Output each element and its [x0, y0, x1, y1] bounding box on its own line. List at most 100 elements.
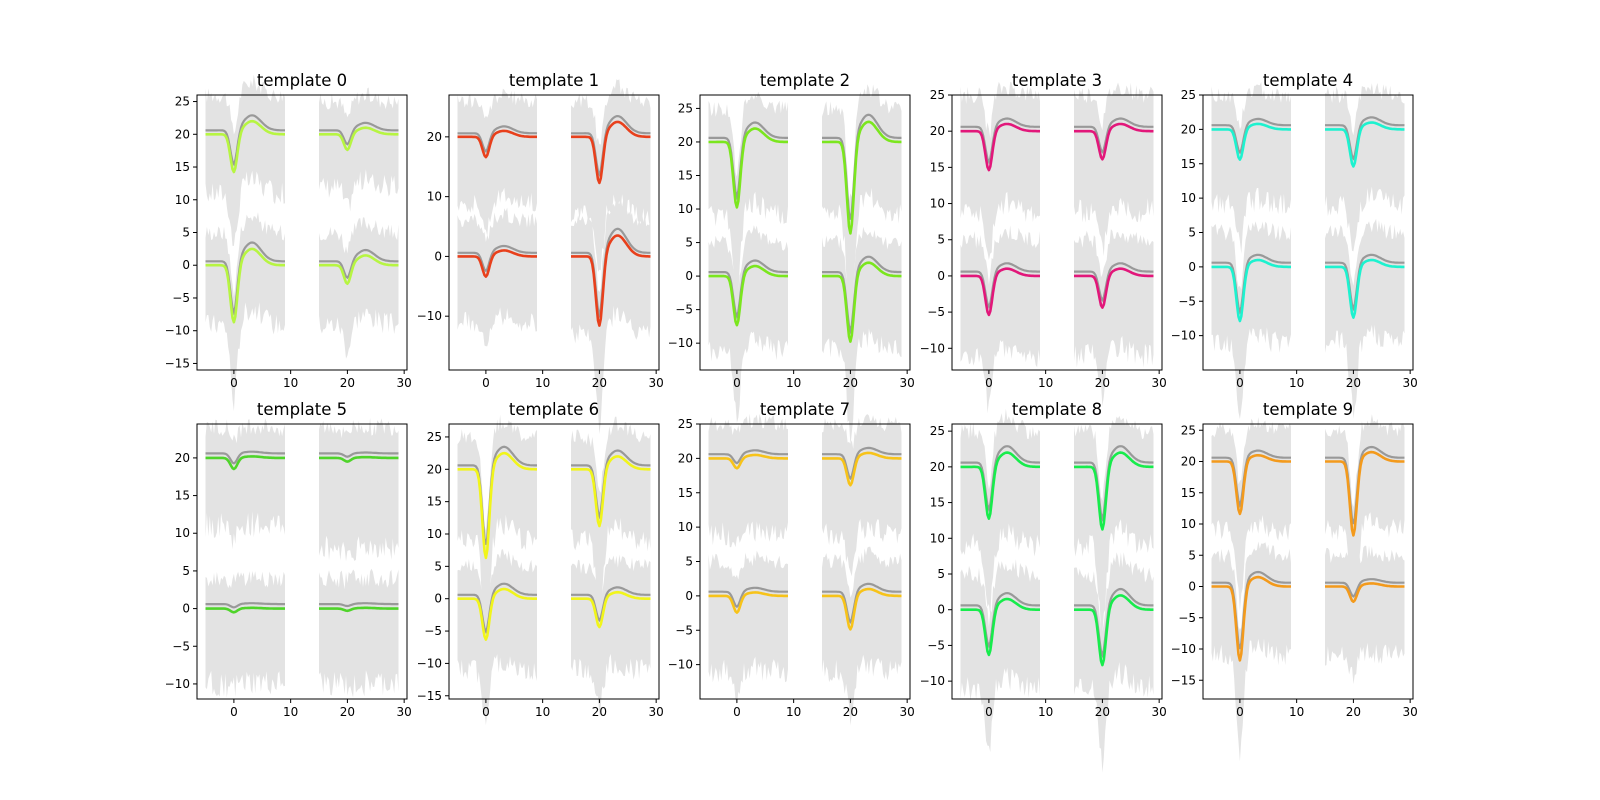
- y-tick-label: 20: [175, 451, 190, 465]
- x-tick-label: 30: [1152, 376, 1167, 390]
- y-tick-label: 20: [678, 451, 693, 465]
- mean-line-ch3: [319, 602, 399, 608]
- spread-band-ch3: [1325, 545, 1405, 685]
- x-tick-label: 30: [649, 705, 664, 719]
- y-tick-label: −5: [927, 305, 945, 319]
- axes-frame: [1202, 423, 1414, 700]
- subplot-3: template 3 0 10 20 30 −10 −5 0 5 10 15 20 25: [920, 71, 1167, 414]
- axes-frame: [448, 94, 660, 371]
- y-tick-label: 15: [175, 160, 190, 174]
- mean-line-ch3: [1074, 262, 1154, 303]
- spread-band-ch2: [1211, 221, 1291, 419]
- y-tick-label: 0: [434, 592, 442, 606]
- y-tick-label: −10: [417, 309, 442, 323]
- mean-line-ch3: [571, 227, 651, 319]
- x-tick-label: 10: [283, 705, 298, 719]
- spread-band-ch2: [205, 571, 285, 698]
- x-tick-label: 10: [535, 705, 550, 719]
- panel-title: template 5: [257, 400, 347, 419]
- template-line-ch1: [822, 120, 902, 235]
- y-tick-label: 25: [930, 88, 945, 102]
- y-tick-label: 20: [427, 462, 442, 476]
- spread-band-ch2: [457, 549, 537, 726]
- y-tick-label: 0: [937, 269, 945, 283]
- x-tick-label: 30: [1403, 705, 1418, 719]
- mean-line-ch0: [205, 114, 285, 167]
- x-tick-label: 10: [535, 376, 550, 390]
- mean-line-ch2: [708, 586, 788, 609]
- y-tick-label: 25: [1181, 88, 1196, 102]
- mean-line-ch1: [319, 451, 399, 458]
- y-tick-label: 10: [427, 190, 442, 204]
- subplot-2: template 2 0 10 20 30 −10 −5 0 5 10 15 20 25: [668, 71, 915, 446]
- y-tick-label: 20: [930, 460, 945, 474]
- y-tick-label: 20: [678, 135, 693, 149]
- panel-title: template 0: [257, 71, 347, 90]
- axes-frame: [951, 94, 1163, 371]
- template-line-ch3: [319, 254, 399, 286]
- subplot-4: template 4 0 10 20 30 −10 −5 0 5 10 15 20 25: [1171, 71, 1418, 419]
- spread-band-ch3: [319, 217, 399, 359]
- panel-title: template 9: [1263, 400, 1353, 419]
- y-tick-label: 10: [930, 531, 945, 545]
- x-tick-label: 0: [985, 376, 993, 390]
- x-tick-label: 0: [1236, 376, 1244, 390]
- template-line-ch0: [960, 122, 1040, 172]
- template-line-ch3: [822, 261, 902, 343]
- template-line-ch0: [457, 451, 537, 560]
- mean-line-ch3: [822, 255, 902, 335]
- y-tick-label: −10: [920, 674, 945, 688]
- y-tick-label: 25: [427, 430, 442, 444]
- spread-band-ch1: [319, 87, 399, 212]
- x-tick-label: 20: [1346, 376, 1361, 390]
- spread-band-ch0: [205, 74, 285, 246]
- mean-line-ch0: [708, 449, 788, 465]
- x-tick-label: 0: [230, 376, 238, 390]
- x-tick-label: 0: [985, 705, 993, 719]
- y-tick-label: −5: [172, 639, 190, 653]
- y-tick-label: 5: [937, 233, 945, 247]
- mean-line-ch3: [1325, 578, 1405, 598]
- y-tick-label: −15: [417, 689, 442, 703]
- spread-band-ch2: [1211, 541, 1291, 762]
- mean-line-ch0: [205, 450, 285, 465]
- y-tick-label: 15: [175, 489, 190, 503]
- y-tick-label: 20: [930, 124, 945, 138]
- template-line-ch2: [960, 267, 1040, 317]
- spread-band-ch3: [319, 568, 399, 698]
- x-tick-label: 10: [1289, 705, 1304, 719]
- y-tick-label: −5: [675, 623, 693, 637]
- spread-band-ch0: [960, 81, 1040, 260]
- y-tick-label: 10: [678, 520, 693, 534]
- x-tick-label: 30: [1152, 705, 1167, 719]
- y-tick-label: 5: [1188, 226, 1196, 240]
- y-tick-label: −5: [424, 624, 442, 638]
- y-tick-label: −15: [1171, 673, 1196, 687]
- mean-line-ch0: [708, 121, 788, 201]
- y-tick-label: 10: [930, 197, 945, 211]
- template-line-ch2: [708, 591, 788, 614]
- template-line-ch3: [822, 587, 902, 631]
- y-tick-label: −5: [675, 303, 693, 317]
- subplot-9: template 9 0 10 20 30 −15 −10 −5 0 5 10 15 20 25: [1171, 400, 1418, 762]
- mean-line-ch1: [571, 449, 651, 520]
- y-tick-label: −10: [165, 677, 190, 691]
- panel-title: template 3: [1012, 71, 1102, 90]
- subplot-7: template 7 0 10 20 30 −10 −5 0 5 10 15 20 25: [668, 400, 915, 726]
- y-tick-label: 0: [1188, 580, 1196, 594]
- spread-band-ch1: [1074, 82, 1154, 257]
- template-line-ch0: [960, 451, 1040, 521]
- panel-title: template 6: [509, 400, 599, 419]
- axes-frame: [699, 94, 911, 371]
- template-line-ch0: [205, 119, 285, 174]
- spread-band-ch0: [205, 418, 285, 550]
- x-tick-label: 20: [592, 705, 607, 719]
- spread-band-ch0: [457, 88, 537, 236]
- x-tick-label: 30: [397, 376, 412, 390]
- mean-line-ch2: [205, 241, 285, 316]
- y-tick-label: 0: [182, 258, 190, 272]
- template-line-ch1: [319, 126, 399, 152]
- y-tick-label: 0: [1188, 260, 1196, 274]
- spread-band-ch2: [457, 207, 537, 347]
- y-tick-label: 0: [434, 249, 442, 263]
